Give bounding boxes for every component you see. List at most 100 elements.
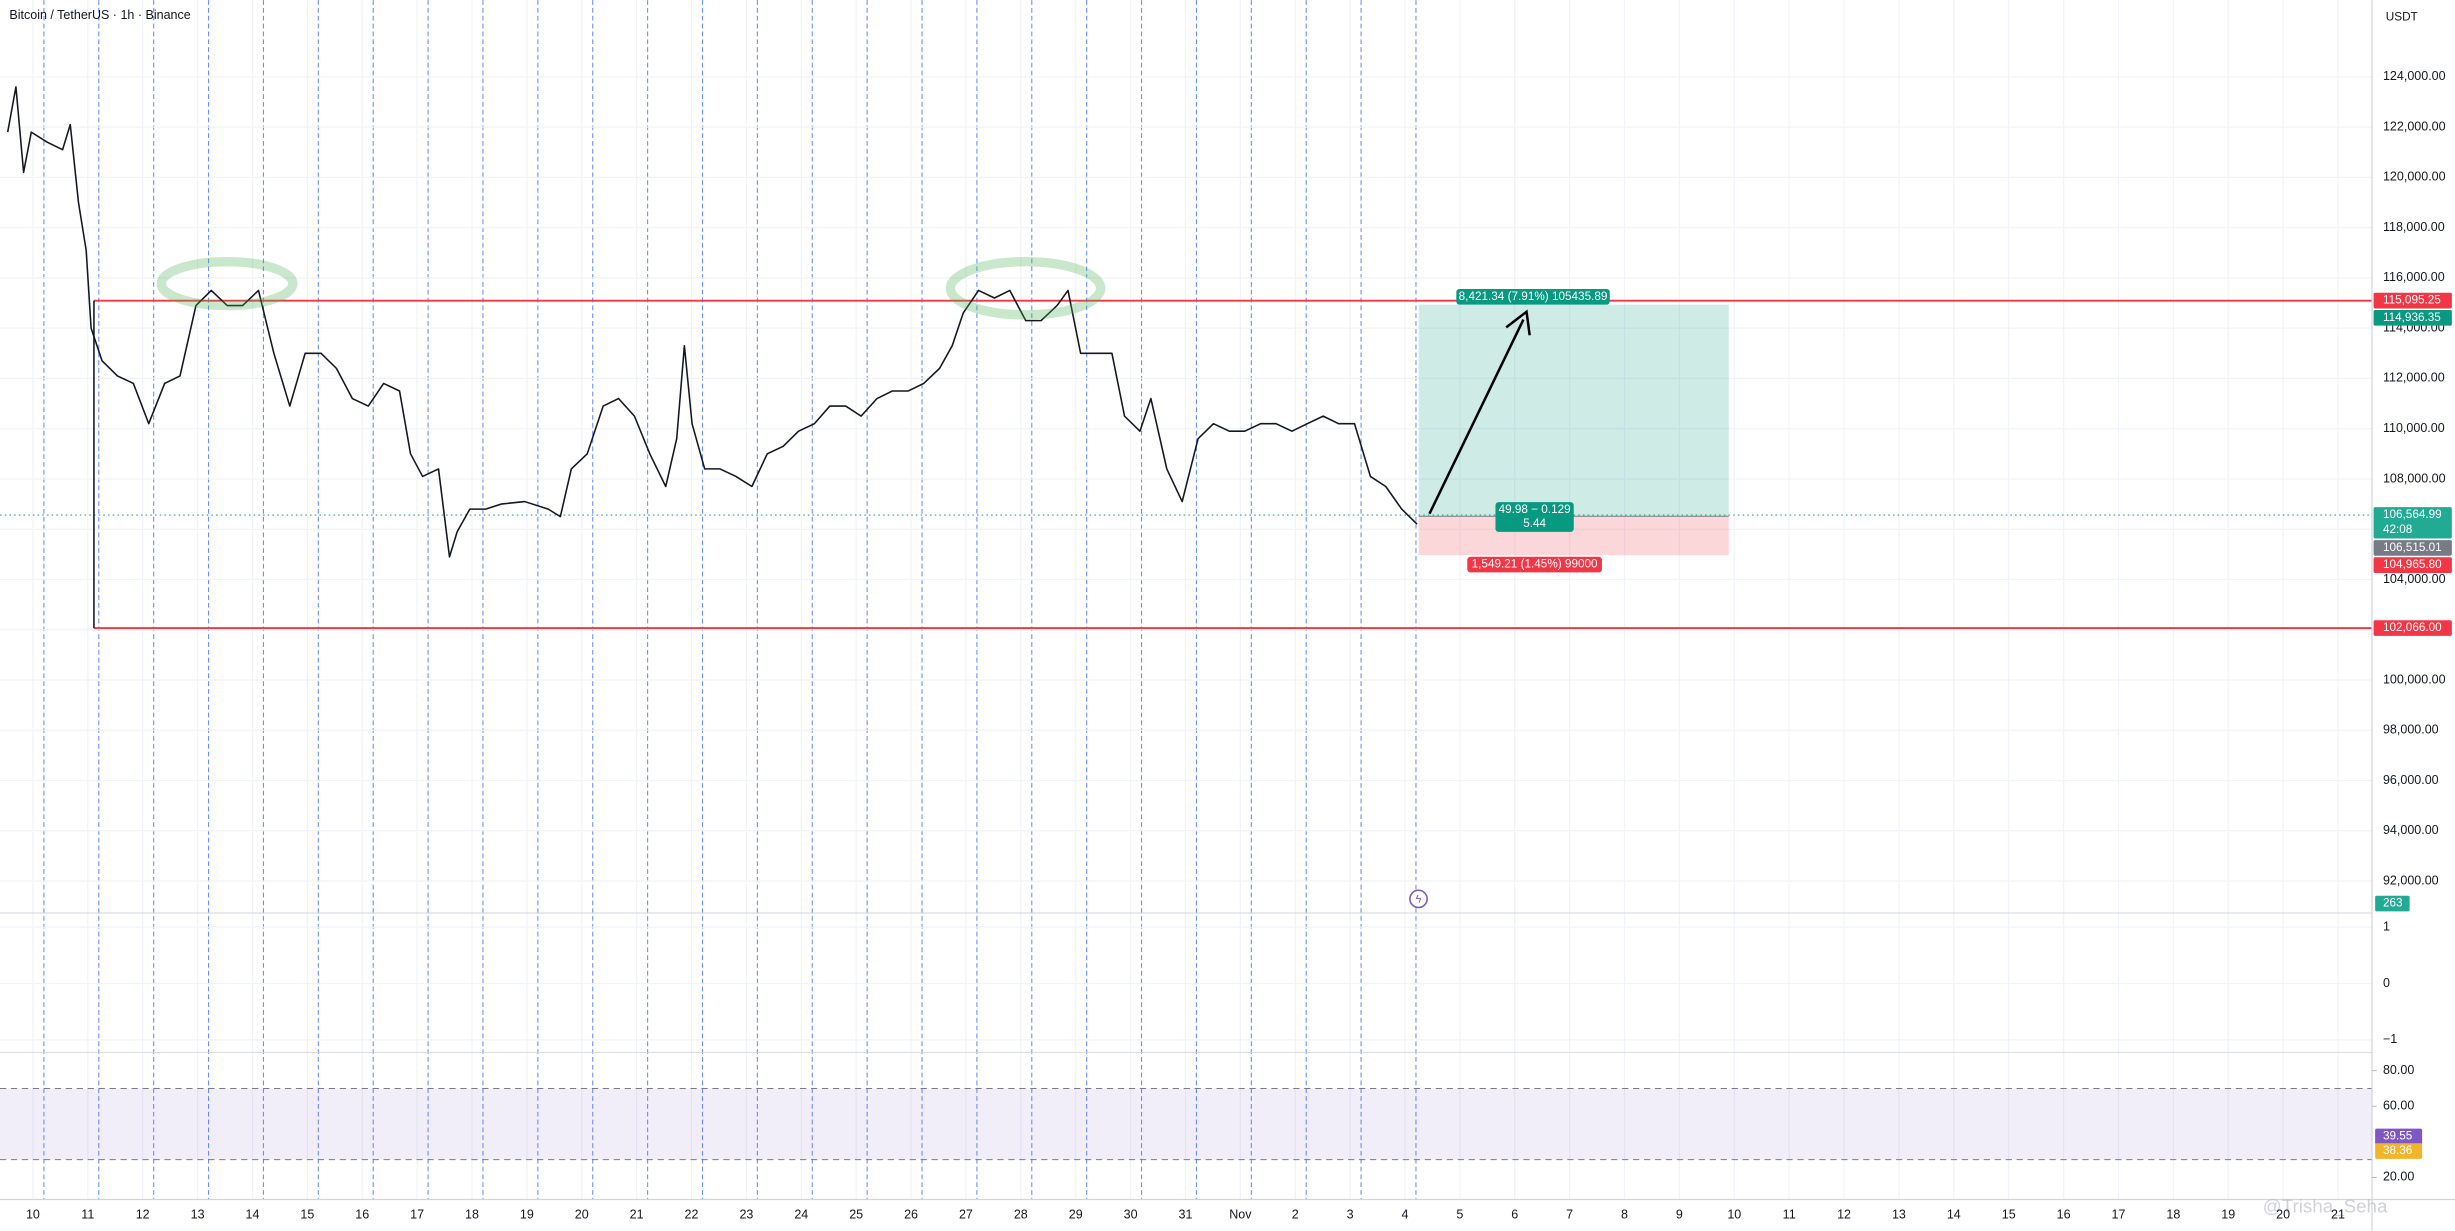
price-tag-label: 106,564.99 [2383,508,2442,521]
x-tick-label: 18 [465,1207,479,1221]
y-tick-label: 96,000.00 [2383,773,2439,787]
x-tick-label: 20 [2276,1207,2290,1221]
x-tick-label: 15 [300,1207,314,1221]
x-tick-label: 19 [520,1207,534,1221]
x-tick-label: 10 [26,1207,40,1221]
price-tag-label: 114,936.35 [2383,311,2441,324]
y-tick-label: 98,000.00 [2383,723,2439,737]
osc-tick-label: 0 [2383,976,2390,990]
x-tick-label: 6 [1511,1207,1518,1221]
rsi-value-tag [2375,1143,2423,1159]
price-line [6,86,1418,558]
osc-tick-label: 1 [2383,919,2390,933]
arrow [1428,319,1525,515]
position-center-label: 49.98 − 0.129 [1499,503,1571,516]
x-tick-label: 17 [2112,1207,2126,1221]
x-tick-label: 20 [575,1207,589,1221]
x-tick-label: 15 [2002,1207,2016,1221]
highlight [156,256,298,311]
rsi-band [0,1088,2373,1160]
price-tag [2373,557,2452,573]
x-tick-label: 12 [136,1207,150,1221]
x-tick-label: 5 [1456,1207,1463,1221]
x-tick-label: 16 [355,1207,369,1221]
position-center-label: 5.44 [1523,517,1546,530]
position-center-box [1495,502,1574,532]
x-tick-label: 13 [191,1207,205,1221]
x-tick-label: 21 [630,1207,644,1221]
x-tick-label: 13 [1892,1207,1906,1221]
price-tag-label: 102,066.00 [2383,621,2442,634]
y-tick-label: 92,000.00 [2383,873,2439,887]
x-tick-label: 30 [1124,1207,1138,1221]
y-tick-label: 100,000.00 [2383,672,2446,686]
x-tick-label: 10 [1727,1207,1741,1221]
currency: USDT [2386,11,2418,24]
x-tick-label: 21 [2331,1207,2345,1221]
volume-tag [2375,895,2410,912]
x-tick-label: 4 [1402,1207,1409,1221]
y-tick-label: 94,000.00 [2383,823,2439,837]
y-tick-label: 120,000.00 [2383,170,2446,184]
x-tick-label: 26 [904,1207,918,1221]
y-tick-label: 118,000.00 [2383,220,2445,234]
x-tick-label: 14 [1947,1207,1961,1221]
x-tick-label: 18 [2166,1207,2180,1221]
y-tick-label: 122,000.00 [2383,119,2446,133]
x-tick-label: 3 [1347,1207,1354,1221]
arrow-head [1505,309,1531,336]
osc-tick-label: −1 [2383,1032,2397,1046]
y-tick-label: 110,000.00 [2383,421,2445,435]
price-tag [2373,540,2452,556]
event-icon[interactable] [1409,889,1428,909]
price-tag-label: 106,515.01 [2383,541,2442,554]
watermark: @Trisha_Seha [2263,1195,2388,1217]
x-tick-label: 19 [2221,1207,2235,1221]
position-stop-label: 1,549.21 (1.45%) 99000 [1472,558,1598,571]
y-tick-label: 112,000.00 [2383,371,2445,385]
x-tick-label: 28 [1014,1207,1028,1221]
x-tick-label: 7 [1566,1207,1573,1221]
rsi-value-label: 38.36 [2383,1144,2413,1157]
x-tick-label: 16 [2057,1207,2071,1221]
highlight [945,256,1106,320]
volume-label: 263 [2383,897,2403,910]
x-tick-label: 11 [1783,1207,1796,1221]
x-tick-label: Nov [1229,1207,1252,1221]
x-tick-label: 25 [849,1207,863,1221]
rsi-tick-label: 80.00 [2383,1063,2414,1077]
rsi-tick-label: 60.00 [2383,1099,2414,1113]
x-tick-label: 31 [1178,1207,1192,1221]
x-tick-label: 27 [959,1207,973,1221]
chart-title: Bitcoin / TetherUS · 1h · Binance [9,8,190,22]
position-target-box [1456,288,1610,305]
y-tick-label: 124,000.00 [2383,69,2446,83]
price-tag-label: 104,965.80 [2383,558,2442,571]
countdown-label: 42:08 [2383,523,2413,536]
x-tick-label: 14 [245,1207,259,1221]
position-stop-box [1467,556,1602,573]
y-tick-label: 108,000.00 [2383,471,2446,485]
x-tick-label: 2 [1292,1207,1299,1221]
y-tick-label: 116,000.00 [2383,270,2445,284]
x-tick-label: 17 [410,1207,424,1221]
position-target-zone [1418,304,1729,517]
position-target-label: 8,421.34 (7.91%) 105435.89 [1459,290,1608,303]
event-icon-glyph: ϟ [1416,894,1422,906]
price-tag [2373,292,2452,309]
x-tick-label: 24 [794,1207,808,1221]
rsi-value-label: 39.55 [2383,1129,2413,1142]
x-tick-label: 12 [1837,1207,1851,1221]
price-tag-label: 115,095.25 [2383,294,2441,307]
y-tick-label: 104,000.00 [2383,572,2446,586]
price-tag [2373,620,2452,636]
x-tick-label: 11 [81,1207,94,1221]
x-tick-label: 9 [1676,1207,1683,1221]
rsi-tick-label: 20.00 [2383,1170,2414,1184]
price-tag [2373,310,2452,326]
x-tick-label: 23 [739,1207,753,1221]
rsi-value-tag [2375,1128,2423,1145]
price-tag [2373,507,2452,539]
